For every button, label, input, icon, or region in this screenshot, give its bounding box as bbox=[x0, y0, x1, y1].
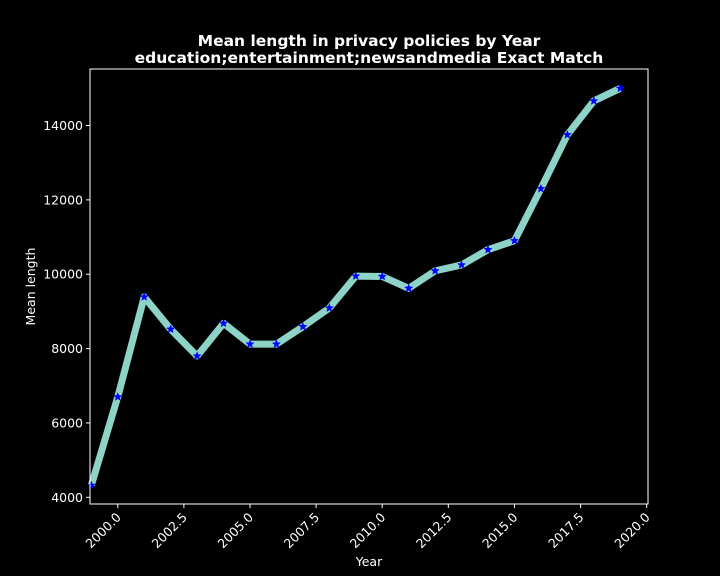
data-point-star bbox=[86, 480, 96, 490]
data-point-star bbox=[509, 235, 520, 245]
plot-area bbox=[86, 83, 625, 490]
data-point-star bbox=[483, 244, 493, 254]
y-tick-label: 14000 bbox=[43, 118, 83, 133]
data-point-star bbox=[165, 324, 176, 334]
y-tick-label: 8000 bbox=[51, 341, 83, 356]
data-point-star bbox=[562, 129, 573, 139]
series-line bbox=[87, 85, 622, 487]
y-tick-label: 4000 bbox=[51, 490, 83, 505]
data-point-star bbox=[456, 260, 467, 269]
data-point-star bbox=[113, 392, 123, 401]
data-point-star bbox=[218, 318, 229, 328]
data-point-star bbox=[377, 271, 387, 281]
chart-title-line1: Mean length in privacy policies by Year bbox=[198, 32, 541, 50]
data-point-star bbox=[245, 339, 255, 349]
data-point-star bbox=[271, 339, 282, 349]
data-point-star bbox=[298, 321, 308, 331]
x-tick-label: 2017.5 bbox=[545, 510, 587, 552]
x-tick-label: 2007.5 bbox=[281, 510, 323, 552]
data-point-star bbox=[404, 283, 414, 293]
data-point-star bbox=[139, 292, 149, 301]
y-tick-label: 10000 bbox=[43, 267, 83, 282]
x-tick-label: 2012.5 bbox=[413, 510, 455, 552]
data-point-star bbox=[589, 96, 599, 105]
x-tick-label: 2020.0 bbox=[611, 509, 653, 551]
data-point-star bbox=[430, 265, 440, 275]
x-tick-label: 2005.0 bbox=[215, 509, 257, 551]
data-point-star bbox=[192, 351, 202, 360]
x-tick-label: 2015.0 bbox=[479, 509, 521, 551]
y-tick-label: 6000 bbox=[51, 415, 83, 430]
plot-frame bbox=[89, 68, 649, 505]
data-point-star bbox=[351, 271, 361, 281]
data-point-star bbox=[615, 83, 625, 93]
data-point-star bbox=[536, 183, 546, 193]
data-point-star bbox=[324, 303, 334, 313]
x-axis-label: Year bbox=[355, 554, 383, 569]
y-tick-label: 12000 bbox=[43, 192, 83, 207]
x-tick-label: 2010.0 bbox=[347, 509, 389, 551]
chart-title-line2: education;entertainment;newsandmedia Exa… bbox=[135, 49, 604, 67]
y-axis-label: Mean length bbox=[23, 248, 38, 326]
x-tick-label: 2002.5 bbox=[148, 510, 190, 552]
x-tick-label: 2000.0 bbox=[82, 509, 124, 551]
